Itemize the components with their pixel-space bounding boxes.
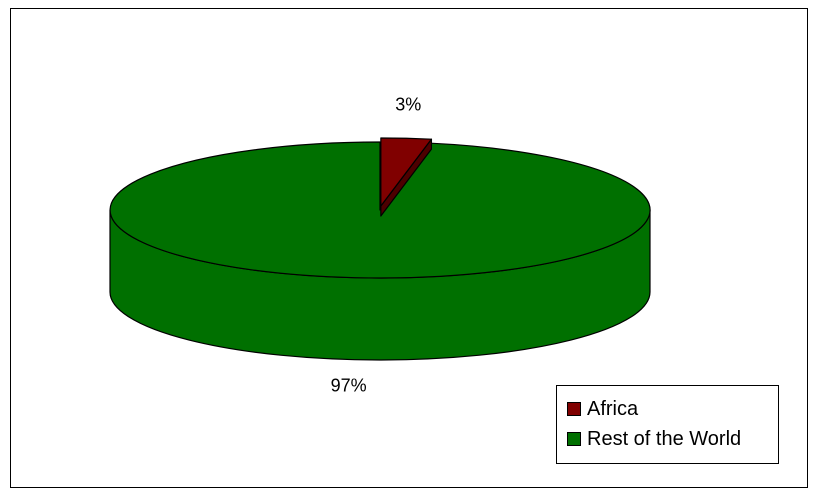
legend-item-rest-of-the-world: Rest of the World (567, 424, 778, 454)
slice-top-rest-of-the-world (109, 141, 651, 279)
slice-label-africa: 3% (395, 94, 421, 114)
legend-swatch-africa (567, 402, 581, 416)
legend-label-rest-of-the-world: Rest of the World (587, 427, 742, 450)
slice-label-rest-of-the-world: 97% (331, 376, 367, 396)
legend-label-africa: Africa (587, 397, 639, 420)
legend: Africa Rest of the World (556, 385, 779, 464)
pie-layer (109, 137, 651, 361)
legend-item-africa: Africa (567, 394, 778, 424)
slice-top-africa (380, 137, 433, 207)
legend-swatch-rest-of-the-world (567, 432, 581, 446)
